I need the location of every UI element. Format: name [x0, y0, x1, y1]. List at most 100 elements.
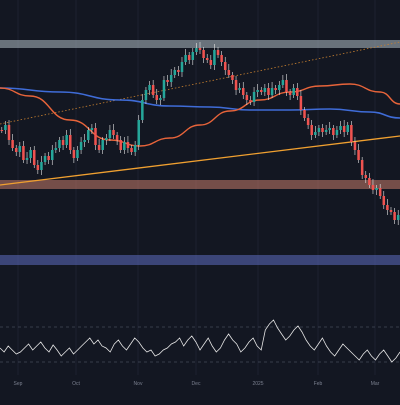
- candle-body[interactable]: [137, 120, 140, 145]
- candle-body[interactable]: [173, 70, 177, 75]
- candle-body[interactable]: [278, 85, 281, 90]
- candle-body[interactable]: [43, 156, 47, 162]
- candle-body[interactable]: [40, 162, 43, 170]
- candle-body[interactable]: [281, 80, 285, 85]
- candle-body[interactable]: [350, 125, 353, 142]
- candle-body[interactable]: [364, 175, 368, 178]
- candle-body[interactable]: [112, 130, 115, 135]
- candle-body[interactable]: [14, 148, 18, 152]
- candle-body[interactable]: [202, 50, 205, 58]
- candle-body[interactable]: [133, 145, 137, 152]
- candle-body[interactable]: [306, 118, 310, 125]
- candle-body[interactable]: [288, 92, 292, 95]
- candle-body[interactable]: [36, 165, 40, 170]
- candle-body[interactable]: [396, 215, 400, 220]
- candle-body[interactable]: [4, 125, 7, 130]
- candle-body[interactable]: [180, 62, 184, 72]
- candle-body[interactable]: [389, 210, 393, 212]
- candle-body[interactable]: [335, 130, 339, 135]
- candle-body[interactable]: [332, 128, 335, 135]
- candle-body[interactable]: [252, 92, 256, 102]
- candle-body[interactable]: [7, 125, 11, 140]
- candle-body[interactable]: [321, 128, 324, 132]
- candle-body[interactable]: [32, 150, 36, 165]
- candle-body[interactable]: [151, 85, 155, 95]
- candle-body[interactable]: [339, 126, 342, 130]
- candle-body[interactable]: [47, 156, 50, 160]
- candle-body[interactable]: [227, 70, 231, 75]
- candle-body[interactable]: [108, 130, 112, 138]
- candle-body[interactable]: [61, 140, 65, 145]
- candle-body[interactable]: [101, 140, 104, 150]
- candle-body[interactable]: [184, 55, 187, 62]
- candle-body[interactable]: [386, 205, 389, 210]
- candle-body[interactable]: [353, 142, 357, 150]
- candle-body[interactable]: [79, 142, 83, 150]
- candle-body[interactable]: [270, 88, 274, 95]
- candle-body[interactable]: [249, 100, 252, 102]
- candle-body[interactable]: [144, 90, 148, 100]
- candle-body[interactable]: [22, 146, 25, 160]
- candle-body[interactable]: [342, 126, 346, 132]
- candle-body[interactable]: [260, 90, 263, 92]
- candle-body[interactable]: [382, 196, 386, 205]
- candle-body[interactable]: [256, 90, 259, 92]
- candle-body[interactable]: [72, 150, 76, 158]
- candle-body[interactable]: [177, 70, 180, 72]
- candle-body[interactable]: [296, 88, 299, 96]
- candle-body[interactable]: [148, 85, 151, 90]
- candle-body[interactable]: [303, 110, 306, 118]
- candle-body[interactable]: [267, 88, 270, 95]
- candle-body[interactable]: [317, 128, 321, 132]
- candle-body[interactable]: [58, 140, 61, 148]
- ascending-trendline[interactable]: [0, 135, 400, 186]
- candle-body[interactable]: [324, 130, 328, 132]
- candle-body[interactable]: [263, 88, 267, 92]
- candle-body[interactable]: [234, 80, 238, 90]
- candle-body[interactable]: [141, 100, 144, 120]
- candle-body[interactable]: [159, 98, 162, 100]
- candle-body[interactable]: [130, 148, 133, 152]
- candle-body[interactable]: [123, 142, 126, 150]
- candle-body[interactable]: [155, 95, 159, 100]
- candle-body[interactable]: [187, 55, 191, 60]
- candle-body[interactable]: [25, 158, 29, 160]
- candle-body[interactable]: [205, 58, 209, 60]
- candle-body[interactable]: [285, 80, 288, 92]
- candle-body[interactable]: [245, 95, 249, 100]
- candle-body[interactable]: [346, 125, 350, 132]
- candle-body[interactable]: [115, 135, 119, 140]
- candle-body[interactable]: [50, 150, 54, 160]
- candle-body[interactable]: [76, 150, 79, 158]
- candle-body[interactable]: [393, 212, 396, 220]
- candle-body[interactable]: [87, 130, 90, 140]
- candle-body[interactable]: [162, 80, 166, 98]
- candle-body[interactable]: [310, 125, 313, 135]
- candle-body[interactable]: [83, 140, 86, 142]
- candle-body[interactable]: [11, 140, 14, 148]
- candle-body[interactable]: [328, 128, 331, 130]
- candle-body[interactable]: [29, 150, 32, 158]
- candle-body[interactable]: [223, 62, 227, 70]
- candle-body[interactable]: [119, 140, 122, 150]
- candle-body[interactable]: [375, 188, 378, 190]
- candle-body[interactable]: [360, 160, 364, 175]
- candle-body[interactable]: [314, 132, 317, 135]
- candle-body[interactable]: [166, 80, 169, 82]
- candle-body[interactable]: [238, 88, 241, 90]
- candle-body[interactable]: [216, 50, 220, 55]
- candle-body[interactable]: [209, 60, 213, 65]
- candle-body[interactable]: [378, 188, 382, 196]
- candle-body[interactable]: [241, 88, 245, 95]
- candle-body[interactable]: [371, 185, 375, 190]
- candle-body[interactable]: [105, 138, 108, 140]
- candle-body[interactable]: [274, 88, 277, 90]
- candle-body[interactable]: [198, 48, 202, 50]
- candle-body[interactable]: [18, 146, 22, 152]
- candle-body[interactable]: [191, 52, 195, 60]
- candle-body[interactable]: [54, 148, 58, 150]
- candle-body[interactable]: [357, 150, 360, 160]
- candle-body[interactable]: [65, 135, 68, 145]
